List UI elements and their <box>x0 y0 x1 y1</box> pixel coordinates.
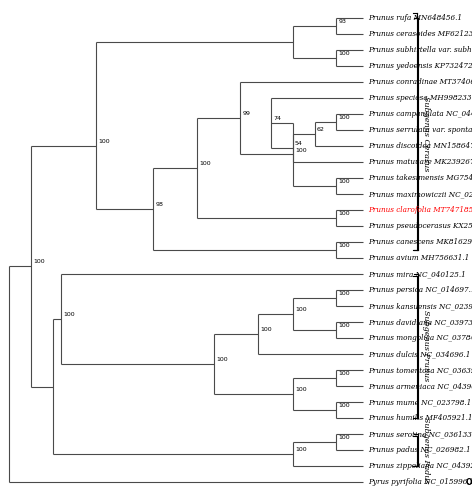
Text: 100: 100 <box>216 357 228 362</box>
Text: 74: 74 <box>273 116 281 121</box>
Text: 100: 100 <box>64 312 75 317</box>
Text: 100: 100 <box>338 435 350 440</box>
Text: 100: 100 <box>338 115 350 120</box>
Text: Prunus clarofolia MT747185: Prunus clarofolia MT747185 <box>368 206 472 214</box>
Text: Prunus pseudocerasus KX255667.1: Prunus pseudocerasus KX255667.1 <box>368 222 472 230</box>
Text: 100: 100 <box>295 387 306 392</box>
Text: Prunus serotina NC_036133.1: Prunus serotina NC_036133.1 <box>368 430 472 438</box>
Text: Prunus campanulata NC_044123.1: Prunus campanulata NC_044123.1 <box>368 110 472 118</box>
Text: Subgenus Padus: Subgenus Padus <box>422 417 430 484</box>
Text: 100: 100 <box>33 260 45 264</box>
Text: 100: 100 <box>338 403 350 408</box>
Text: Prunus rufa MN648456.1: Prunus rufa MN648456.1 <box>368 14 462 22</box>
Text: Prunus speciosa MH998233.1: Prunus speciosa MH998233.1 <box>368 94 472 102</box>
Text: 100: 100 <box>260 327 271 332</box>
Text: Prunus dulcis NC_034696.1: Prunus dulcis NC_034696.1 <box>368 350 470 358</box>
Text: Prunus zippeliana NC_043926.: Prunus zippeliana NC_043926. <box>368 462 472 470</box>
Text: 100: 100 <box>338 323 350 328</box>
Text: 100: 100 <box>338 211 350 216</box>
Text: 100: 100 <box>338 371 350 376</box>
Text: Prunus kansuensis NC_023956.1: Prunus kansuensis NC_023956.1 <box>368 302 472 310</box>
Text: Prunus humilis MF405921.1: Prunus humilis MF405921.1 <box>368 414 472 422</box>
Text: Prunus davidiana NC_039735.1: Prunus davidiana NC_039735.1 <box>368 318 472 326</box>
Text: Prunus mira NC_040125.1: Prunus mira NC_040125.1 <box>368 270 465 278</box>
Text: Prunus matuuare MK239267.1: Prunus matuuare MK239267.1 <box>368 158 472 166</box>
Text: 93: 93 <box>338 19 346 24</box>
Text: Prunus yedoensis KP732472.1: Prunus yedoensis KP732472.1 <box>368 62 472 70</box>
Text: 100: 100 <box>338 51 350 56</box>
Text: 100: 100 <box>338 179 350 184</box>
Text: Outgroup: Outgroup <box>466 478 472 486</box>
Text: Prunus padus NC_026982.1: Prunus padus NC_026982.1 <box>368 446 471 454</box>
Text: Prunus mume NC_023798.1: Prunus mume NC_023798.1 <box>368 398 471 406</box>
Text: Pyrus pyrifolia NC_015996.1: Pyrus pyrifolia NC_015996.1 <box>368 478 472 486</box>
Text: 100: 100 <box>99 139 110 144</box>
Text: 54: 54 <box>295 141 303 146</box>
Text: Subgenus Cerasus: Subgenus Cerasus <box>422 96 430 172</box>
Text: 100: 100 <box>295 148 306 152</box>
Text: 99: 99 <box>243 111 251 116</box>
Text: Prunus maximowiczii NC_026981.1: Prunus maximowiczii NC_026981.1 <box>368 190 472 198</box>
Text: Prunus canescens MK816299.1: Prunus canescens MK816299.1 <box>368 238 472 246</box>
Text: Prunus conradinae MT374065.1: Prunus conradinae MT374065.1 <box>368 78 472 86</box>
Text: 100: 100 <box>338 243 350 248</box>
Text: 100: 100 <box>295 447 306 452</box>
Text: Prunus avium MH756631.1: Prunus avium MH756631.1 <box>368 254 469 262</box>
Text: Prunus tomentosa NC_036394.1: Prunus tomentosa NC_036394.1 <box>368 366 472 374</box>
Text: 100: 100 <box>338 291 350 296</box>
Text: Prunus serrulata var. spontanea KP760073.1: Prunus serrulata var. spontanea KP760073… <box>368 126 472 134</box>
Text: 100: 100 <box>199 161 211 166</box>
Text: 62: 62 <box>317 127 325 132</box>
Text: Prunus subhirtella var. subhirtella KP760075.1: Prunus subhirtella var. subhirtella KP76… <box>368 46 472 54</box>
Text: Prunus cerasoides MF621234.1: Prunus cerasoides MF621234.1 <box>368 30 472 38</box>
Text: Subgenus Prunus: Subgenus Prunus <box>422 310 430 382</box>
Text: 98: 98 <box>155 202 163 207</box>
Text: 100: 100 <box>295 307 306 312</box>
Text: Prunus armeniaca NC_043901.1: Prunus armeniaca NC_043901.1 <box>368 382 472 390</box>
Text: Prunus mongolica NC_037849.1: Prunus mongolica NC_037849.1 <box>368 334 472 342</box>
Text: Prunus persica NC_014697.1: Prunus persica NC_014697.1 <box>368 286 472 294</box>
Text: Prunus discoidea MN158647.1: Prunus discoidea MN158647.1 <box>368 142 472 150</box>
Text: Prunus takesimensis MG754959.1: Prunus takesimensis MG754959.1 <box>368 174 472 182</box>
